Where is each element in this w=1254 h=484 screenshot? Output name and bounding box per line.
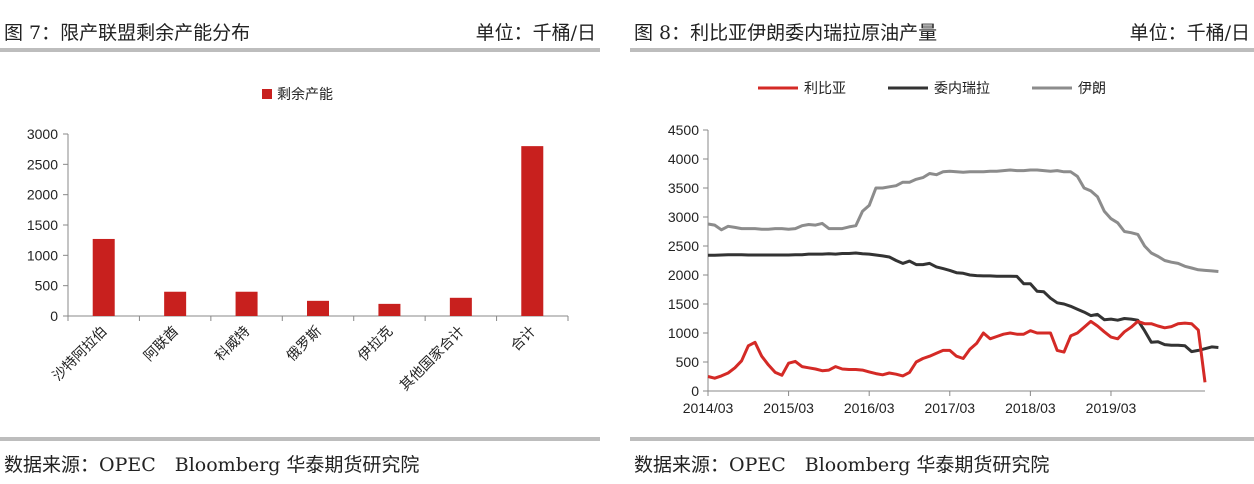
bar-y-tick-label: 0 [50, 308, 58, 324]
bar-y-tick-label: 2500 [27, 156, 58, 172]
right-panel: 图 8：利比亚伊朗委内瑞拉原油产量 单位：千桶/日 利比亚 委内瑞拉 伊朗 0 500 1… [630, 0, 1254, 484]
bar [307, 300, 329, 316]
line-x-tick-label: 2014/03 [683, 400, 734, 416]
line-y-tick-label: 1000 [668, 325, 699, 341]
bar-category-label: 伊拉克 [355, 323, 396, 364]
line-y-tick-label: 1500 [668, 296, 699, 312]
right-unit-label: 单位：千桶/日 [1129, 22, 1250, 44]
bar-category-label: 沙特阿拉伯 [49, 323, 110, 384]
line-y-tick-label: 500 [676, 354, 700, 370]
left-top-rule [0, 48, 600, 52]
bar [521, 146, 544, 316]
bar-category-label: 合计 [507, 323, 538, 354]
bar-y-tick-label: 1500 [27, 217, 58, 233]
line-y-tick-label: 2000 [668, 267, 699, 283]
right-top-rule [630, 48, 1254, 52]
line-x-tick-label: 2018/03 [1005, 400, 1056, 416]
line-x-tick-label: 2019/03 [1086, 400, 1137, 416]
line-y-tick-label: 3000 [668, 209, 699, 225]
bar-y-tick-label: 3000 [27, 126, 58, 142]
right-source-note: 数据来源：OPEC Bloomberg 华泰期货研究院 [634, 454, 1050, 476]
line-x-tick-label: 2016/03 [844, 400, 895, 416]
legend-swatch-bar [262, 89, 272, 99]
bar-y-tick-label: 2000 [27, 187, 58, 203]
line-y-tick-label: 4000 [668, 151, 699, 167]
series-line-2 [707, 168, 1219, 273]
legend-label-1: 委内瑞拉 [934, 80, 990, 96]
line-y-tick-label: 2500 [668, 238, 699, 254]
bar [92, 238, 115, 316]
line-x-tick-label: 2017/03 [924, 400, 975, 416]
legend-label-2: 伊朗 [1078, 80, 1106, 96]
left-unit-label: 单位：千桶/日 [475, 22, 596, 44]
left-header: 图 7：限产联盟剩余产能分布 单位：千桶/日 [0, 14, 600, 46]
bar-chart: 剩余产能 0 500 1000 1500 2000 2500 3000 沙特阿拉伯 阿联酋 科威特俄… [27, 86, 569, 394]
line-legend: 利比亚 委内瑞拉 伊朗 [758, 80, 1106, 96]
line-chart: 利比亚 委内瑞拉 伊朗 0 500 1000 1500 2000 2500 3000 3500 400… [668, 80, 1219, 416]
bar-category-label: 科威特 [212, 323, 253, 364]
bar [164, 291, 187, 316]
left-figure-title: 图 7：限产联盟剩余产能分布 [4, 22, 251, 44]
bar [449, 297, 472, 316]
bar [235, 291, 258, 316]
legend-label-bar: 剩余产能 [277, 86, 333, 102]
bar-category-label: 阿联酋 [140, 323, 181, 364]
series-line-1 [708, 251, 1219, 354]
line-y-tick-label: 3500 [668, 180, 699, 196]
left-bottom-rule [0, 437, 600, 441]
right-figure-title: 图 8：利比亚伊朗委内瑞拉原油产量 [634, 22, 938, 44]
left-source-note: 数据来源：OPEC Bloomberg 华泰期货研究院 [4, 454, 420, 476]
bar-legend: 剩余产能 [262, 86, 333, 102]
bar-category-label: 其他国家合计 [396, 323, 467, 394]
line-y-tick-label: 4500 [668, 122, 699, 138]
bar-y-tick-label: 1000 [27, 247, 58, 263]
line-x-tick-label: 2015/03 [763, 400, 814, 416]
legend-label-0: 利比亚 [804, 80, 846, 96]
right-bottom-rule [630, 437, 1254, 441]
left-panel: 图 7：限产联盟剩余产能分布 单位：千桶/日 剩余产能 0 500 1000 1500 2… [0, 0, 600, 484]
line-y-tick-label: 0 [691, 383, 699, 399]
bar [378, 303, 401, 316]
bar-category-label: 俄罗斯 [283, 323, 324, 364]
bar-y-tick-label: 500 [35, 278, 59, 294]
series-line-0 [707, 319, 1207, 383]
right-header: 图 8：利比亚伊朗委内瑞拉原油产量 单位：千桶/日 [630, 14, 1254, 46]
